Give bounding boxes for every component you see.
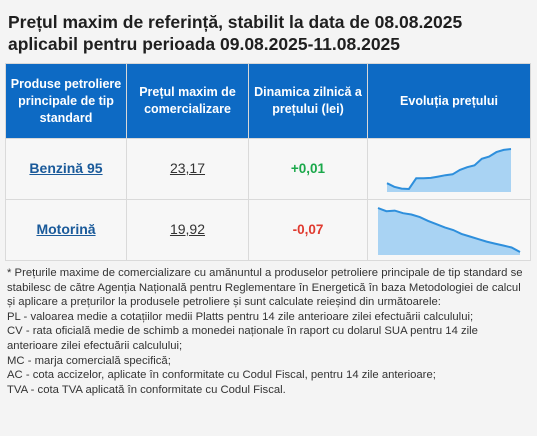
page-title: Prețul maxim de referință, stabilit la d… xyxy=(8,11,530,55)
table-header-row: Produse petroliere principale de tip sta… xyxy=(5,63,531,139)
sparkline-line xyxy=(377,207,521,253)
footnote-cv: CV - rata oficială medie de schimb a mon… xyxy=(7,325,478,352)
price-benzina-95[interactable]: 23,17 xyxy=(169,160,206,176)
header-max-price: Prețul maxim de comercializare xyxy=(126,63,249,139)
footnote-ac: AC - cota accizelor, aplicate în conform… xyxy=(7,369,436,382)
footnote-tva: TVA - cota TVA aplicată în conformitate … xyxy=(7,383,286,396)
header-daily-dynamic: Dinamica zilnică a prețului (lei) xyxy=(248,63,368,139)
sparkline-area xyxy=(387,149,511,192)
footnote-mc: MC - marja comercială specifică; xyxy=(7,354,171,367)
sparkline-motorina xyxy=(377,207,521,255)
dynamic-motorina: -0,07 xyxy=(292,222,324,237)
price-motorina[interactable]: 19,92 xyxy=(169,221,206,237)
title-line-1: Prețul maxim de referință, stabilit la d… xyxy=(8,12,463,32)
sparkline-benzina-95 xyxy=(386,148,512,192)
product-link-motorina[interactable]: Motorină xyxy=(36,221,96,237)
title-line-2: aplicabil pentru perioada 09.08.2025-11.… xyxy=(8,34,401,54)
product-link-benzina-95[interactable]: Benzină 95 xyxy=(29,160,103,176)
header-products: Produse petroliere principale de tip sta… xyxy=(5,63,127,139)
header-price-evolution: Evoluția prețului xyxy=(367,63,531,139)
table-row-motorina: Motorină 19,92 -0,07 xyxy=(5,199,531,261)
dynamic-benzina-95: +0,01 xyxy=(290,161,326,176)
sparkline-area xyxy=(378,208,520,255)
table-row-benzina: Benzină 95 23,17 +0,01 xyxy=(5,138,531,200)
sparkline-line xyxy=(386,148,512,191)
footnote-pl: PL - valoarea medie a cotațiilor medii P… xyxy=(7,310,474,323)
footnotes: * Prețurile maxime de comercializare cu … xyxy=(7,266,531,397)
footnote-intro: * Prețurile maxime de comercializare cu … xyxy=(7,267,523,309)
price-table: Produse petroliere principale de tip sta… xyxy=(5,63,531,261)
